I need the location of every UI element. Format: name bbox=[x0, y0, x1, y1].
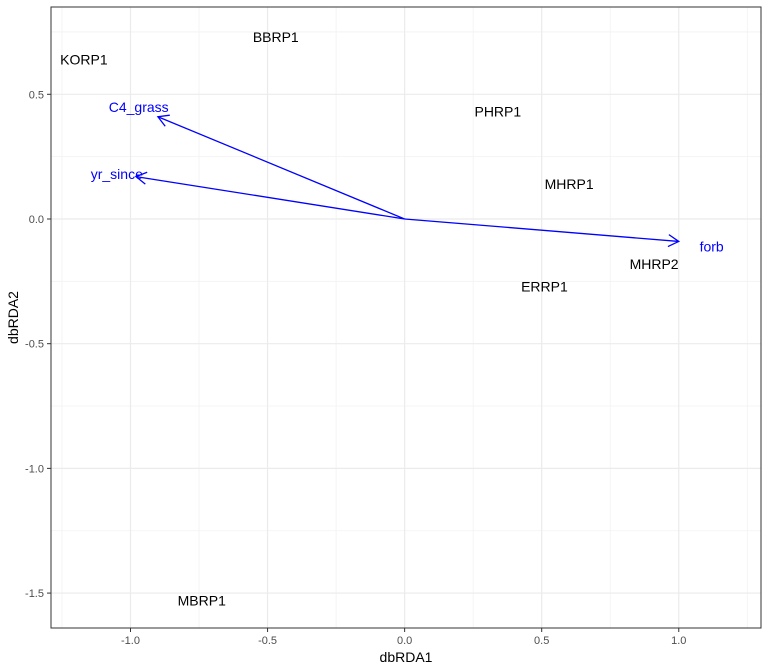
arrowhead bbox=[156, 114, 170, 127]
site-label: PHRP1 bbox=[474, 104, 521, 120]
site-label: MBRP1 bbox=[178, 593, 226, 609]
site-label: MHRP1 bbox=[545, 176, 594, 192]
arrow-label: C4_grass bbox=[109, 99, 169, 115]
arrows-layer bbox=[134, 114, 681, 248]
arrowhead bbox=[667, 234, 681, 248]
y-tick-label: -1.0 bbox=[25, 463, 44, 475]
site-label: KORP1 bbox=[60, 51, 108, 67]
x-axis-title: dbRDA1 bbox=[380, 649, 433, 665]
arrow-label: yr_since bbox=[91, 166, 143, 182]
arrow-label: forb bbox=[700, 238, 724, 254]
panel-border bbox=[50, 6, 762, 629]
y-tick-label: -0.5 bbox=[25, 339, 44, 351]
site-label: MHRP2 bbox=[630, 256, 679, 272]
x-tick-label: 1.0 bbox=[671, 635, 686, 647]
minor-gridlines bbox=[51, 7, 761, 628]
x-tick-label: 0.0 bbox=[397, 635, 412, 647]
arrow-C4-grass bbox=[157, 116, 405, 220]
y-tick-label: 0.0 bbox=[29, 214, 44, 226]
site-labels-layer: BBRP1 KORP1 PHRP1 MHRP1 MHRP2 ERRP1 MBRP1 bbox=[60, 29, 679, 609]
arrow-forb bbox=[404, 218, 679, 243]
y-axis-ticks: 0.5 0.0 -0.5 -1.0 -1.5 bbox=[25, 89, 51, 600]
x-tick-label: -0.5 bbox=[258, 635, 277, 647]
y-tick-label: 0.5 bbox=[29, 89, 44, 101]
y-axis-title: dbRDA2 bbox=[5, 291, 21, 344]
x-tick-label: -1.0 bbox=[121, 635, 140, 647]
arrow-yr-since bbox=[135, 175, 405, 220]
y-tick-label: -1.5 bbox=[25, 588, 44, 600]
arrowhead bbox=[134, 171, 148, 185]
site-label: BBRP1 bbox=[253, 29, 299, 45]
x-tick-label: 0.5 bbox=[534, 635, 549, 647]
x-axis-ticks: -1.0 -0.5 0.0 0.5 1.0 bbox=[121, 628, 686, 647]
site-label: ERRP1 bbox=[521, 278, 568, 294]
